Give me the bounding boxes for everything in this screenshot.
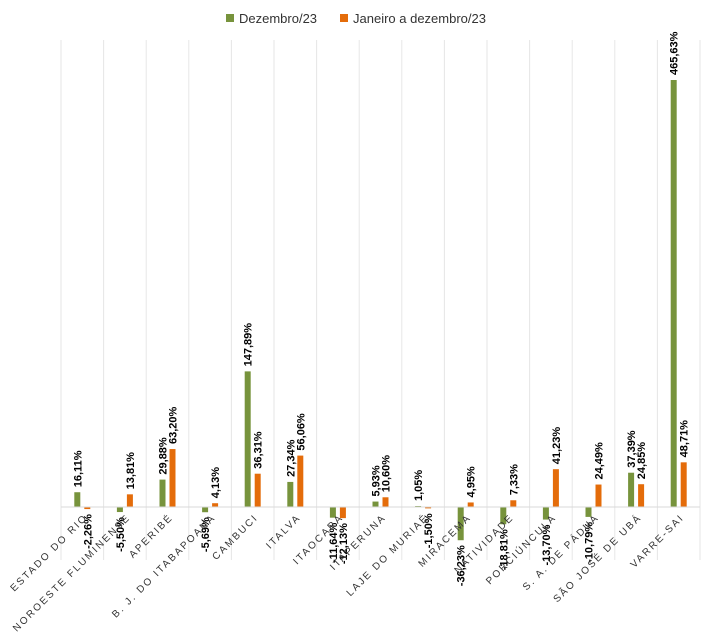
data-label-janeiro-a-dezembro-b-j-do-itabapoana: 4,13% [210,467,222,498]
data-label-dezembro-s-a-de-padua: -10,79% [584,522,596,563]
bar-dezembro-varre-sai [670,80,677,507]
data-label-janeiro-a-dezembro-natividade: 7,33% [508,464,520,495]
bar-janeiro-a-dezembro-miracema [467,502,474,507]
bar-janeiro-a-dezembro-aperibe [169,449,176,507]
legend-label-janeiro-a-dezembro: Janeiro a dezembro/23 [353,11,486,26]
bar-janeiro-a-dezembro-b-j-do-itabapoana [212,503,219,507]
bar-dezembro-noroeste-fluminense [116,507,123,513]
bar-dezembro-porciuncula [542,507,549,520]
data-label-janeiro-a-dezembro-italva: 56,06% [295,413,307,451]
bar-dezembro-miracema [457,507,464,541]
bar-janeiro-a-dezembro-natividade [510,500,517,507]
bar-dezembro-estado-do-rio [74,492,81,507]
bar-dezembro-s-a-de-padua [585,507,592,517]
data-label-janeiro-a-dezembro-s-a-de-padua: 24,49% [594,442,606,480]
data-label-janeiro-a-dezembro-itaperuna: 10,60% [381,455,393,493]
data-label-janeiro-a-dezembro-sao-jose-de-uba: 24,85% [636,442,648,480]
data-label-janeiro-a-dezembro-cambuci: 36,31% [253,431,265,469]
data-label-dezembro-italva: 27,34% [285,439,297,477]
data-label-dezembro-miracema: -36,23% [456,545,468,586]
bar-janeiro-a-dezembro-laje-do-muriae [425,507,432,509]
bar-dezembro-italva [287,481,294,507]
bar-dezembro-cambuci [244,371,251,507]
data-label-dezembro-cambuci: 147,89% [243,323,255,367]
data-label-dezembro-itaperuna: 5,93% [371,465,383,496]
bar-janeiro-a-dezembro-s-a-de-padua [595,484,602,507]
data-label-janeiro-a-dezembro-aperibe: 63,20% [168,407,180,445]
bar-dezembro-aperibe [159,479,166,507]
bar-dezembro-natividade [500,507,507,525]
bar-dezembro-itaocara [329,507,336,518]
bar-janeiro-a-dezembro-noroeste-fluminense [126,494,133,507]
data-label-dezembro-natividade: -18,81% [498,529,510,570]
data-label-janeiro-a-dezembro-noroeste-fluminense: 13,81% [125,452,137,490]
data-labels: 16,11% -2,26% -5,50% 13,81% 29,88%63,20% -5,6… [72,31,690,586]
data-label-janeiro-a-dezembro-miracema: 4,95% [466,466,478,497]
bar-dezembro-sao-jose-de-uba [628,472,635,507]
bar-janeiro-a-dezembro-sao-jose-de-uba [638,484,645,507]
grid-lines [60,40,701,560]
bar-janeiro-a-dezembro-itaperuna [382,497,389,507]
data-label-dezembro-estado-do-rio: 16,11% [72,450,84,487]
data-label-dezembro-sao-jose-de-uba: 37,39% [626,430,638,468]
legend-swatch-janeiro-a-dezembro [340,14,348,22]
data-label-janeiro-a-dezembro-porciuncula: 41,23% [551,427,563,465]
bar-janeiro-a-dezembro-varre-sai [680,462,687,507]
bar-janeiro-a-dezembro-porciuncula [552,469,559,507]
bar-dezembro-itaperuna [372,501,379,507]
data-label-dezembro-aperibe: 29,88% [158,437,170,475]
data-label-dezembro-porciuncula: -13,70% [541,524,553,565]
data-label-janeiro-a-dezembro-estado-do-rio: -2,26% [82,514,94,549]
data-label-janeiro-a-dezembro-varre-sai: 48,71% [679,420,691,458]
chart-legend: Dezembro/23 Janeiro a dezembro/23 [226,11,486,26]
data-label-dezembro-itaocara: -11,64% [328,522,340,563]
data-label-dezembro-laje-do-muriae: 1,05% [413,470,425,501]
bars [74,80,687,541]
bar-janeiro-a-dezembro-italva [297,455,304,507]
bar-dezembro-b-j-do-itabapoana [202,507,209,513]
data-label-dezembro-b-j-do-itabapoana: -5,69% [200,517,212,552]
data-label-janeiro-a-dezembro-itaocara: -12,13% [338,523,350,564]
bar-janeiro-a-dezembro-itaocara [339,507,346,519]
data-label-dezembro-noroeste-fluminense: -5,50% [115,517,127,552]
data-label-janeiro-a-dezembro-laje-do-muriae: -1,50% [423,513,435,548]
data-label-dezembro-varre-sai: 465,63% [669,31,681,75]
bar-janeiro-a-dezembro-cambuci [254,473,261,507]
bar-janeiro-a-dezembro-estado-do-rio [84,507,91,510]
legend-label-dezembro: Dezembro/23 [239,11,317,26]
legend-swatch-dezembro [226,14,234,22]
